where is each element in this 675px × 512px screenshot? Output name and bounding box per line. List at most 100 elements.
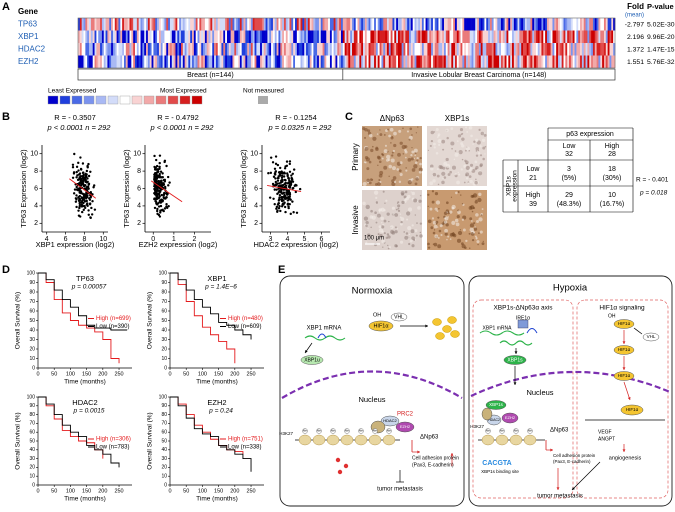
- ihc-texture: [406, 218, 409, 221]
- heatmap-cell: [179, 30, 182, 43]
- heatmap-cell: [120, 30, 123, 43]
- mrna: [499, 340, 533, 346]
- heatmap-cell: [254, 55, 257, 68]
- heatmap-cell: [394, 30, 397, 43]
- heatmap-cell: [329, 55, 333, 68]
- heatmap-cell: [409, 43, 412, 56]
- heatmap-cell: [546, 55, 550, 68]
- ihc-texture: [383, 149, 388, 154]
- scatter-dot: [87, 162, 90, 166]
- heatmap-cell: [429, 18, 432, 31]
- molecule-label: IRE1α: [516, 315, 530, 321]
- heatmap-cell: [352, 43, 355, 56]
- protein: [298, 434, 312, 446]
- heatmap-cell: [353, 43, 356, 56]
- scatter-dot: [89, 196, 92, 199]
- ihc-texture: [429, 207, 433, 211]
- heatmap-cell: [85, 18, 88, 31]
- ihc-texture: [461, 244, 466, 249]
- heatmap-cell: [600, 55, 603, 68]
- heatmap-cell: [285, 55, 288, 68]
- heatmap-cell: [168, 30, 171, 43]
- heatmap-cell: [190, 30, 193, 43]
- heatmap-cell: [381, 43, 384, 56]
- scatter-dot: [283, 201, 286, 204]
- heatmap-cell: [567, 55, 570, 68]
- scatter-dot: [89, 170, 92, 173]
- ihc-texture: [413, 157, 415, 160]
- heatmap-cell: [320, 30, 323, 43]
- heatmap-cell: [513, 55, 516, 68]
- methyl-label: Me: [500, 429, 504, 433]
- ihc-texture: [370, 148, 374, 153]
- heatmap-cell: [261, 43, 265, 56]
- heatmap-cell: [287, 18, 290, 31]
- heatmap-cell: [236, 55, 239, 68]
- heatmap-cell: [535, 55, 539, 68]
- heatmap-cell: [98, 55, 101, 68]
- heatmap-cell: [429, 30, 432, 43]
- scatter-dot: [91, 199, 94, 203]
- heatmap-cell: [557, 43, 561, 56]
- heatmap-cell: [495, 43, 498, 56]
- heatmap-cell: [598, 55, 601, 68]
- heatmap-cell: [405, 30, 408, 43]
- heatmap-cell: [556, 55, 559, 68]
- heatmap-cell: [232, 18, 235, 31]
- heatmap-cell: [293, 30, 296, 43]
- ihc-texture: [438, 164, 443, 169]
- heatmap-cell: [201, 18, 204, 31]
- heatmap-cell: [153, 30, 156, 43]
- heatmap-cell: [451, 30, 454, 43]
- scatter-dot: [282, 188, 286, 191]
- molecule-label: XBP1u: [304, 357, 320, 363]
- ihc-texture: [366, 167, 370, 171]
- table-header: Low: [563, 143, 577, 150]
- heatmap-cell: [175, 18, 178, 31]
- heatmap-cell: [401, 55, 404, 68]
- ihc-texture: [386, 154, 391, 160]
- heatmap-cell: [192, 55, 195, 68]
- heatmap-cell: [480, 43, 483, 56]
- ihc-texture: [401, 200, 405, 205]
- scatter-dot: [167, 204, 170, 208]
- ihc-texture: [436, 168, 439, 171]
- heatmap-cell: [598, 43, 601, 56]
- heatmap-cell: [491, 43, 494, 56]
- ihc-texture: [433, 146, 436, 149]
- x-tick-label: 8: [82, 236, 86, 243]
- y-tick-label: 70: [29, 299, 35, 305]
- heatmap-cell: [129, 55, 132, 68]
- heatmap-cell: [388, 55, 391, 68]
- heatmap-cell: [282, 55, 285, 68]
- heatmap-cell: [267, 30, 270, 43]
- ihc-texture: [379, 129, 381, 131]
- heatmap-cell: [423, 30, 426, 43]
- methyl-label: Me: [317, 429, 321, 433]
- ihc-texture: [370, 226, 372, 229]
- heatmap-cell: [192, 18, 195, 31]
- heatmap-cell: [258, 43, 261, 56]
- heatmap-cell: [410, 55, 414, 68]
- heatmap-cell: [112, 18, 116, 31]
- heatmap-cell: [569, 43, 572, 56]
- heatmap-cell: [81, 43, 84, 56]
- ihc-texture: [411, 244, 415, 248]
- heatmap-cell: [515, 55, 518, 68]
- ihc-texture: [479, 154, 483, 157]
- heatmap-cell: [120, 18, 123, 31]
- heatmap-cell: [473, 43, 476, 56]
- scatter-dot: [277, 202, 281, 205]
- heatmap-cell: [193, 43, 196, 56]
- heatmap-cell: [283, 18, 287, 31]
- heatmap-cell: [114, 55, 117, 68]
- ihc-texture: [418, 199, 422, 203]
- heatmap-cell: [276, 18, 279, 31]
- heatmap-cell: [537, 18, 540, 31]
- heatmap-cell: [469, 18, 472, 31]
- heatmap-cell: [283, 55, 287, 68]
- legend-swatch: [119, 95, 131, 105]
- heatmap-cell: [592, 43, 596, 56]
- heatmap-cell: [515, 18, 518, 31]
- x-tick-label: 4: [45, 236, 49, 243]
